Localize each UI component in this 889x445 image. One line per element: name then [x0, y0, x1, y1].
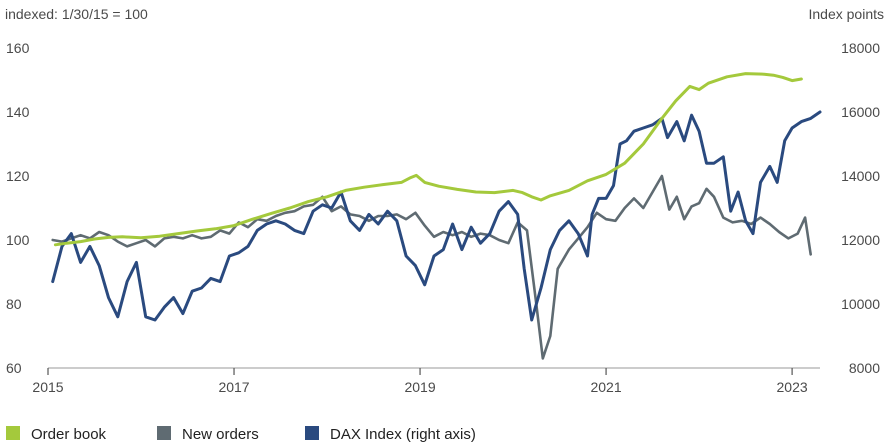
- x-tick-label: 2023: [777, 379, 808, 395]
- x-tick-label: 2019: [404, 379, 435, 395]
- y-left-tick-label: 100: [6, 232, 30, 248]
- y-left-tick-label: 60: [6, 360, 22, 376]
- y-right-tick-label: 16000: [841, 104, 880, 120]
- left-axis-title: indexed: 1/30/15 = 100: [5, 6, 148, 22]
- series-line-dax: [51, 110, 822, 322]
- legend-label-new-orders: New orders: [182, 426, 259, 443]
- series-line-new-orders: [51, 174, 813, 360]
- right-axis-ticks: 8000 10000 12000 14000 16000 18000: [841, 40, 880, 376]
- series-lines: [51, 72, 822, 360]
- x-tick-label: 2015: [32, 379, 63, 395]
- x-tick-label: 2017: [218, 379, 249, 395]
- y-left-tick-label: 80: [6, 296, 22, 312]
- y-right-tick-label: 18000: [841, 40, 880, 56]
- y-left-tick-label: 140: [6, 104, 30, 120]
- y-left-tick-label: 160: [6, 40, 30, 56]
- legend-label-order-book: Order book: [31, 426, 107, 443]
- x-tick-label: 2021: [590, 379, 621, 395]
- legend-swatch-new-orders: [157, 426, 171, 440]
- legend-label-dax: DAX Index (right axis): [330, 426, 476, 443]
- legend-swatch-dax: [305, 426, 319, 440]
- series-line-order-book: [53, 72, 803, 247]
- y-right-tick-label: 8000: [849, 360, 880, 376]
- y-right-tick-label: 12000: [841, 232, 880, 248]
- right-axis-title: Index points: [809, 6, 885, 22]
- legend-swatch-order-book: [6, 426, 20, 440]
- legend: Order book New orders DAX Index (right axi…: [6, 426, 476, 443]
- left-axis-ticks: 60 80 100 120 140 160: [6, 40, 30, 376]
- x-axis-ticks: 2015 2017 2019 2021 2023: [32, 368, 808, 395]
- y-right-tick-label: 10000: [841, 296, 880, 312]
- y-right-tick-label: 14000: [841, 168, 880, 184]
- y-left-tick-label: 120: [6, 168, 30, 184]
